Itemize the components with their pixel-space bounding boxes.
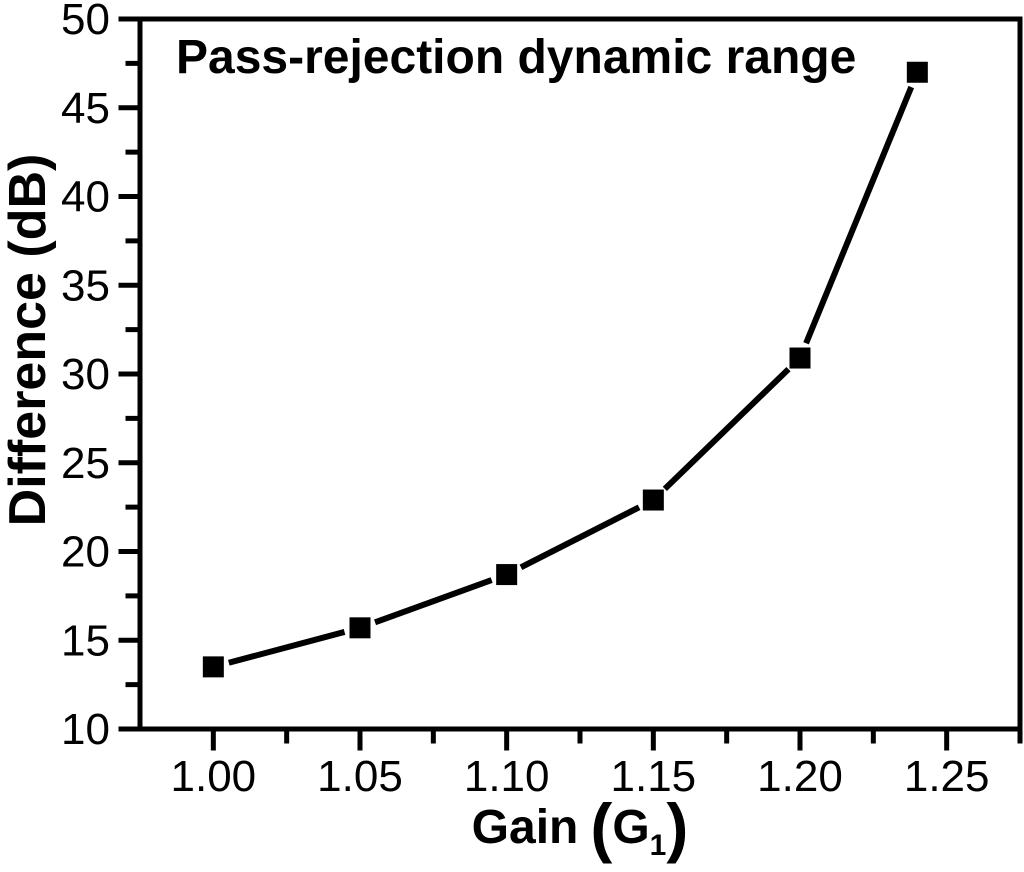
data-point-marker	[349, 617, 371, 639]
x-tick-label: 1.00	[171, 752, 257, 801]
close-paren: )	[666, 790, 689, 864]
y-tick-label: 40	[61, 173, 110, 222]
y-tick-label: 15	[61, 616, 110, 665]
y-tick-label: 50	[61, 0, 110, 44]
x-axis-label-symbol: G	[612, 801, 650, 854]
x-tick-label: 1.20	[757, 752, 843, 801]
series-line-segment	[519, 504, 641, 570]
y-tick-label: 35	[61, 261, 110, 310]
data-point-marker	[906, 61, 928, 83]
x-tick-label: 1.05	[317, 752, 403, 801]
y-tick-label: 45	[61, 84, 110, 133]
series-line-segment	[662, 366, 791, 492]
series-line-segment	[374, 577, 493, 626]
data-point-marker	[202, 656, 224, 678]
y-tick-label: 20	[61, 528, 110, 577]
x-axis-label-word: Gain	[471, 801, 579, 854]
x-axis-label: Gain (G1)	[140, 794, 1020, 872]
open-paren: (	[590, 790, 613, 864]
data-point-marker	[789, 347, 811, 369]
series-line-segment	[228, 629, 346, 666]
data-point-marker	[642, 489, 664, 511]
x-tick-label: 1.10	[464, 752, 550, 801]
x-axis-label-subscript: 1	[649, 829, 667, 862]
axis-frame	[137, 16, 1023, 732]
y-tick-label: 30	[61, 350, 110, 399]
y-tick-label: 25	[61, 439, 110, 488]
y-tick-label: 10	[61, 705, 110, 754]
x-tick-label: 1.15	[611, 752, 697, 801]
chart-title: Pass-rejection dynamic range	[176, 31, 857, 84]
data-point-marker	[496, 564, 518, 586]
y-axis-label: Difference (dB)	[0, 153, 57, 527]
x-tick-label: 1.25	[904, 752, 990, 801]
series-line-segment	[803, 85, 915, 345]
